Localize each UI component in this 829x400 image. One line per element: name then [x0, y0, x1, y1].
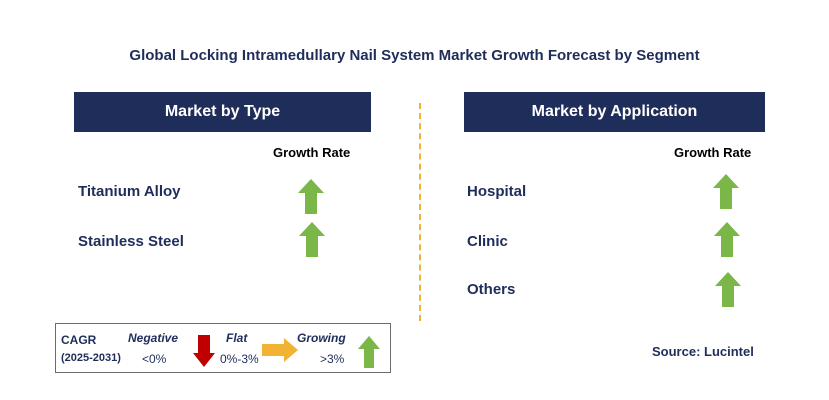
arrow-up-green-icon — [298, 179, 324, 214]
application-panel-header: Market by Application — [464, 92, 765, 132]
cagr-legend: CAGR (2025-2031) Negative <0% Flat 0%-3%… — [55, 323, 391, 373]
type-panel-header: Market by Type — [74, 92, 371, 132]
legend-flat-label: Flat — [226, 331, 248, 345]
arrow-down-red-icon — [193, 335, 215, 367]
page-title: Global Locking Intramedullary Nail Syste… — [129, 47, 700, 64]
legend-negative-range: <0% — [142, 352, 167, 366]
type-growth-rate-label: Growth Rate — [273, 145, 351, 160]
application-growth-rate-label: Growth Rate — [674, 145, 752, 160]
legend-flat-range: 0%-3% — [220, 352, 259, 366]
application-row-label-hospital: Hospital — [467, 183, 527, 200]
arrow-up-green-icon — [715, 272, 741, 307]
application-row-label-others: Others — [467, 281, 516, 298]
legend-negative-label: Negative — [128, 331, 179, 345]
type-row-label-stainless-steel: Stainless Steel — [78, 233, 184, 250]
arrow-up-green-icon — [714, 222, 740, 257]
legend-period-label: (2025-2031) — [61, 352, 121, 364]
arrow-up-green-icon — [358, 336, 380, 368]
arrow-up-green-icon — [713, 174, 739, 209]
arrow-right-amber-icon — [262, 338, 298, 362]
legend-growing-range: >3% — [320, 352, 345, 366]
legend-cagr-label: CAGR — [61, 333, 97, 347]
source-note: Source: Lucintel — [652, 344, 754, 359]
legend-growing-label: Growing — [297, 331, 346, 345]
application-row-label-clinic: Clinic — [467, 233, 508, 250]
type-row-label-titanium-alloy: Titanium Alloy — [78, 183, 181, 200]
panel-divider — [419, 103, 421, 321]
arrow-up-green-icon — [299, 222, 325, 257]
